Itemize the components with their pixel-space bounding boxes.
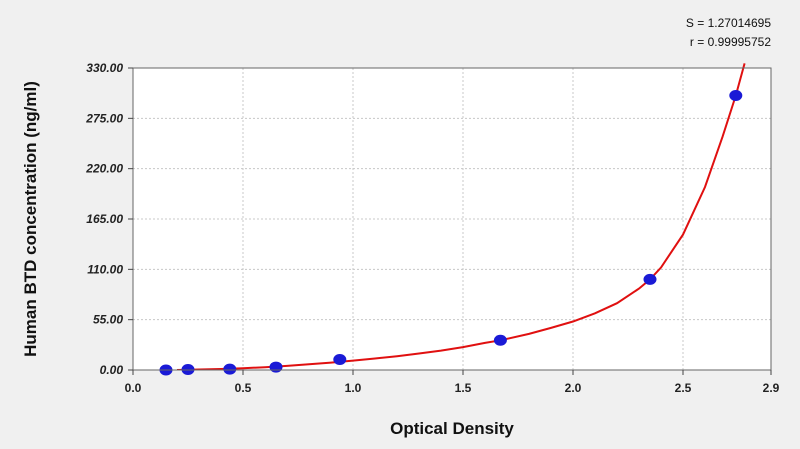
y-tick-label: 0.00 <box>100 363 124 377</box>
x-axis-title: Optical Density <box>390 419 514 438</box>
x-tick-label: 0.0 <box>125 381 142 395</box>
x-tick-label: 2.9 <box>763 381 780 395</box>
data-point <box>269 361 283 373</box>
x-tick-label: 1.0 <box>345 381 362 395</box>
plot-area <box>133 68 771 370</box>
x-tick-label: 2.5 <box>675 381 692 395</box>
data-points <box>159 89 743 376</box>
y-tick-label: 220.00 <box>85 162 123 176</box>
y-axis-ticks: 0.00 55.00 110.00 165.00 220.00 275.00 330.00 <box>85 61 133 377</box>
x-tick-label: 2.0 <box>565 381 582 395</box>
x-tick-label: 0.5 <box>235 381 252 395</box>
data-point <box>333 353 347 365</box>
data-point <box>223 363 237 375</box>
x-tick-label: 1.5 <box>455 381 472 395</box>
y-tick-label: 55.00 <box>93 313 123 327</box>
y-axis-title: Human BTD concentration (ng/ml) <box>21 81 40 357</box>
y-tick-label: 110.00 <box>87 262 123 276</box>
fit-stat-s: S = 1.27014695 <box>686 16 771 30</box>
y-tick-label: 330.00 <box>86 61 123 75</box>
y-tick-label: 275.00 <box>85 111 123 125</box>
fit-stat-r: r = 0.99995752 <box>690 35 771 49</box>
x-axis-ticks: 0.0 0.5 1.0 1.5 2.0 2.5 2.9 <box>125 370 780 395</box>
data-point <box>493 334 507 346</box>
y-tick-label: 165.00 <box>86 212 123 226</box>
data-point <box>643 273 657 285</box>
data-point <box>729 89 743 101</box>
